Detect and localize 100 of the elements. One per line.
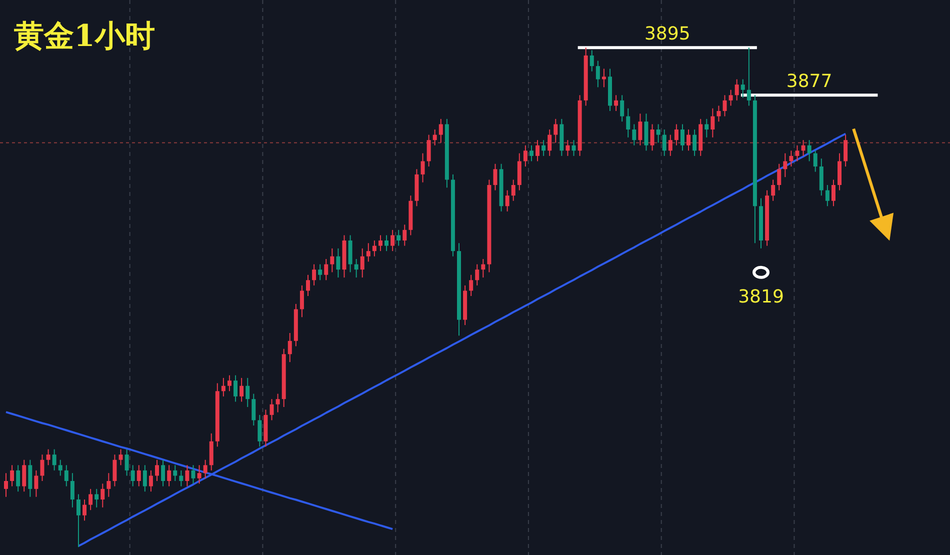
candlestick <box>46 448 50 466</box>
candlestick <box>771 179 776 202</box>
candlestick <box>680 124 684 152</box>
candlestick <box>481 258 486 278</box>
candlestick <box>662 129 666 156</box>
candlestick <box>420 152 425 183</box>
candlestick <box>82 499 87 522</box>
candlestick <box>572 140 576 156</box>
candlestick <box>517 152 522 191</box>
candlestick <box>710 108 715 138</box>
candlestick <box>728 89 733 106</box>
candlestick <box>777 163 782 191</box>
ref-line-label: 3877 <box>786 71 832 92</box>
candlestick <box>536 140 540 162</box>
candlestick <box>148 470 153 492</box>
candlestick <box>76 494 80 548</box>
candlestick <box>366 242 370 262</box>
candlestick <box>276 393 280 413</box>
candlestick <box>167 464 172 487</box>
candlestick <box>348 234 352 273</box>
candlestick <box>469 274 474 296</box>
candlestick <box>88 488 93 511</box>
candlestick <box>136 464 141 487</box>
candlestick <box>197 464 202 484</box>
candlestick <box>638 113 642 146</box>
candlestick <box>318 264 322 281</box>
candlestick <box>118 448 123 466</box>
candlestick <box>10 464 14 487</box>
candlestick <box>740 78 745 98</box>
candlestick <box>354 258 358 278</box>
candlestick <box>438 118 443 144</box>
candlestick <box>432 129 437 146</box>
candlestick <box>511 179 516 202</box>
text: 黄金1小时 <box>14 19 155 54</box>
candlestick <box>70 472 74 508</box>
candlestick <box>813 150 818 172</box>
candlestick <box>566 140 570 156</box>
candlestick <box>209 432 214 471</box>
candlestick <box>396 229 401 246</box>
candlestick <box>838 152 842 191</box>
candlestick <box>554 118 558 144</box>
candlestick <box>246 377 250 408</box>
candlestick <box>203 459 208 479</box>
candlestick <box>161 459 166 487</box>
candlestick <box>505 190 510 212</box>
candlestick <box>402 224 407 246</box>
candlestick <box>686 129 691 152</box>
candlestick <box>844 134 848 167</box>
candlestick <box>270 398 274 421</box>
candlestick <box>644 113 648 152</box>
candlestick <box>34 470 38 498</box>
candlestick <box>306 274 310 296</box>
candlestick <box>240 377 244 402</box>
candlestick <box>384 234 389 252</box>
candlestick <box>288 332 292 363</box>
candlestick <box>221 377 226 397</box>
candlestick <box>40 454 44 482</box>
candlestick <box>825 184 830 207</box>
candlestick <box>234 374 238 402</box>
candlestick <box>722 94 727 117</box>
candlestick <box>626 108 630 138</box>
candlestick <box>783 152 788 178</box>
candlestick <box>378 234 382 252</box>
candlestick <box>16 464 20 492</box>
candlestick <box>390 229 395 252</box>
candlestick <box>22 459 26 492</box>
candlestick <box>716 105 721 122</box>
candlestick <box>656 124 660 144</box>
candlestick <box>426 134 431 167</box>
candlestick <box>734 78 739 101</box>
candlestick <box>831 179 836 207</box>
candlestick <box>64 464 68 487</box>
candlestick <box>58 459 62 476</box>
candlestick <box>360 248 364 278</box>
candlestick <box>124 448 129 476</box>
candlestick <box>372 240 376 257</box>
candlestick <box>173 464 178 482</box>
candlestick <box>100 483 105 508</box>
candlestick <box>596 60 600 88</box>
annotation: 3819 <box>738 286 784 308</box>
candlestick <box>692 129 697 156</box>
candlestick <box>542 140 546 156</box>
candlestick <box>632 124 636 146</box>
candlestick <box>28 459 32 498</box>
candlestick <box>106 472 111 498</box>
candlestick <box>179 470 184 487</box>
candlestick <box>191 464 196 484</box>
candlestick <box>330 248 334 273</box>
candlestick <box>795 144 800 162</box>
candlestick <box>252 393 256 426</box>
candlestick <box>336 248 340 278</box>
candlestick <box>300 284 304 318</box>
candlestick <box>324 258 328 281</box>
candlestick <box>258 414 262 448</box>
candlestick <box>819 158 824 196</box>
ref-line-label: 3895 <box>644 24 690 45</box>
candlestick <box>548 129 552 156</box>
candlestick <box>155 459 159 482</box>
candlestick <box>475 264 480 286</box>
candlestick <box>185 464 190 487</box>
